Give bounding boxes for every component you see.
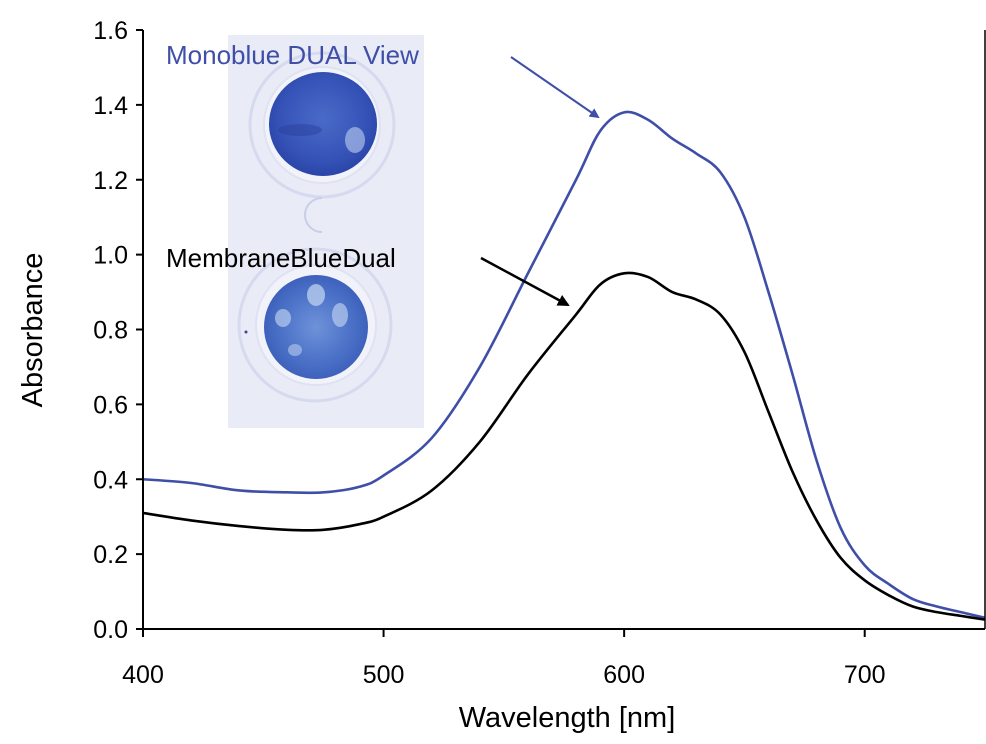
y-tick-label: 0.2 [93, 541, 128, 569]
y-tick-label: 0.8 [93, 317, 128, 345]
x-tick-label: 500 [363, 661, 405, 689]
y-tick-label: 0.0 [93, 616, 128, 644]
x-tick-label: 700 [844, 661, 886, 689]
y-tick-label: 0.6 [93, 391, 128, 419]
y-tick-label: 0.4 [93, 466, 128, 494]
top-well-sample [269, 72, 377, 176]
y-tick-label: 1.4 [93, 92, 128, 120]
y-axis-label: Absorbance [17, 253, 49, 408]
x-tick-label: 600 [603, 661, 645, 689]
inset-photo [228, 35, 424, 428]
x-tick-label: 400 [122, 661, 164, 689]
series-line-monoblue-dual-view [142, 110, 986, 620]
annotation-arrow-monoblue [510, 56, 600, 119]
annotation-arrow-membranebluedual [480, 256, 570, 307]
y-tick-label: 1.0 [93, 242, 128, 270]
series-line-membranebluedual [142, 271, 986, 621]
annotation-membranebluedual: MembraneBlueDual [166, 243, 396, 273]
y-tick-label: 1.6 [93, 17, 128, 45]
x-axis-label: Wavelength [nm] [459, 702, 676, 734]
y-tick-label: 1.2 [93, 167, 128, 195]
plot-area: 0.0 0.2 0.4 0.6 0.8 1.0 1.2 1.4 1.6 400 500 600 700 [93, 17, 986, 689]
annotation-monoblue: Monoblue DUAL View [166, 40, 419, 70]
